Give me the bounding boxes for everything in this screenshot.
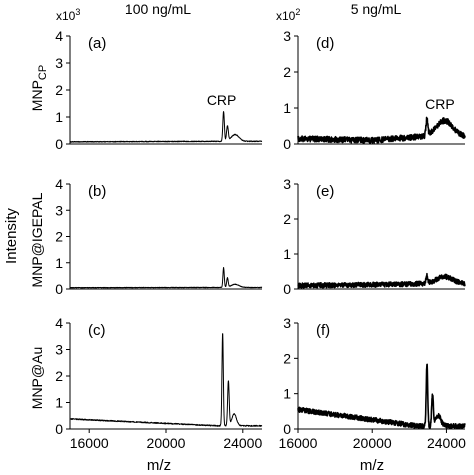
panel-label: (a) <box>88 35 106 52</box>
y-tick-label: 4 <box>55 176 63 192</box>
x-tick-label: 24000 <box>223 435 262 451</box>
y-tick-label: 1 <box>283 246 291 262</box>
y-tick-label: 1 <box>55 109 63 125</box>
spectrum-trace <box>69 267 263 289</box>
y-tick-label: 2 <box>283 350 291 366</box>
x-tick-label: 24000 <box>427 435 466 451</box>
y-multiplier-right: x102 <box>276 7 300 23</box>
y-tick-label: 0 <box>283 136 291 152</box>
y-tick-label: 4 <box>55 315 63 331</box>
x-axis-label-left: m/z <box>147 457 171 474</box>
panel-label: (b) <box>88 183 106 200</box>
row-label-mnp-au: MNP@Au <box>29 347 45 409</box>
y-tick-label: 0 <box>283 281 291 297</box>
x-tick-label: 20000 <box>353 435 392 451</box>
panel-f: 0 1 2 3 16000 20000 24000 (f) <box>279 315 467 451</box>
x-tick-label: 16000 <box>70 435 109 451</box>
crp-annotation: CRP <box>425 96 455 112</box>
y-tick-label: 3 <box>55 342 63 358</box>
panel-a: 0 1 2 3 4 (a) CRP <box>55 28 263 152</box>
spectrum-trace <box>69 111 263 143</box>
x-axis-label-right: m/z <box>360 457 384 474</box>
y-tick-label: 1 <box>55 395 63 411</box>
column-title-left: 100 ng/mL <box>125 1 191 17</box>
y-tick-label: 3 <box>283 28 291 44</box>
column-title-right: 5 ng/mL <box>351 1 402 17</box>
panel-label: (d) <box>316 35 334 52</box>
y-tick-label: 1 <box>283 100 291 116</box>
y-tick-label: 0 <box>55 136 63 152</box>
y-tick-label: 0 <box>55 281 63 297</box>
panel-b: 0 1 2 3 4 (b) <box>55 176 263 297</box>
y-tick-label: 0 <box>55 421 63 437</box>
row-label-mnp-cp: MNPCP <box>29 65 49 111</box>
y-tick-label: 3 <box>283 315 291 331</box>
y-tick-label: 2 <box>55 229 63 245</box>
row-label-mnp-igepal: MNP@IGEPAL <box>29 192 45 287</box>
spectrum-trace <box>297 272 466 289</box>
panel-c: 0 1 2 3 4 16000 20000 24000 (c) <box>55 315 262 451</box>
spectrum-trace <box>297 116 466 144</box>
y-tick-label: 3 <box>283 176 291 192</box>
y-axis-label: Intensity <box>3 208 20 264</box>
y-tick-label: 4 <box>55 28 63 44</box>
y-tick-label: 1 <box>55 255 63 271</box>
panels-group: 0 1 2 3 4 (a) CRP 0 1 2 3 4 (b) 0 1 2 3 4 16000 20000 24000 (… <box>55 28 466 451</box>
y-tick-label: 3 <box>55 55 63 71</box>
crp-annotation: CRP <box>207 92 237 108</box>
y-tick-label: 2 <box>283 64 291 80</box>
y-tick-label: 0 <box>283 421 291 437</box>
y-tick-label: 2 <box>55 368 63 384</box>
panel-e: 0 1 2 3 (e) <box>283 176 466 297</box>
spectrum-trace <box>69 333 263 427</box>
y-tick-label: 1 <box>283 386 291 402</box>
y-tick-label: 2 <box>55 82 63 98</box>
y-tick-label: 2 <box>283 211 291 227</box>
x-tick-label: 16000 <box>279 435 318 451</box>
spectrum-trace <box>297 363 466 430</box>
panel-label: (c) <box>88 322 106 339</box>
y-tick-label: 3 <box>55 202 63 218</box>
panel-label: (f) <box>316 322 330 339</box>
panel-label: (e) <box>316 183 334 200</box>
y-multiplier-left: x103 <box>56 7 80 23</box>
panel-d: 0 1 2 3 (d) CRP <box>283 28 466 152</box>
x-tick-label: 20000 <box>147 435 186 451</box>
